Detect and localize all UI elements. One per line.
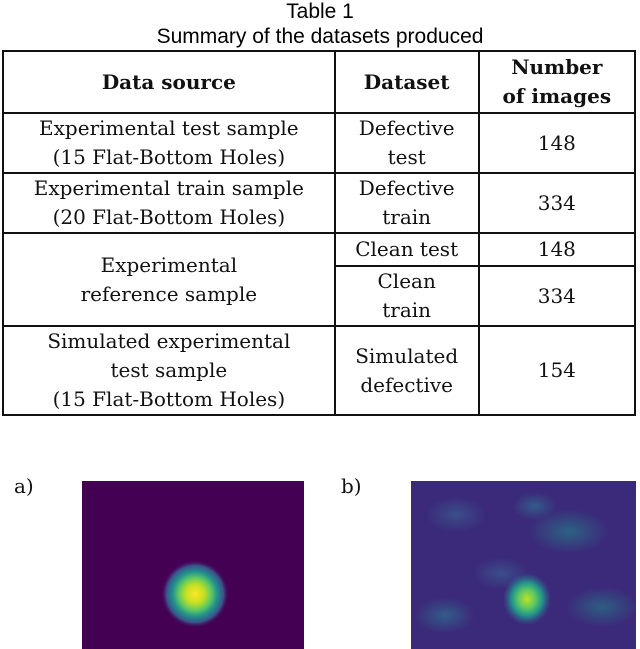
dataset-line: defective [360,372,453,397]
source-line: Experimental test sample [39,116,299,140]
dataset-line: Clean test [355,237,459,261]
datasets-table: Data source Dataset Number of images Exp… [2,50,637,416]
source-line: reference sample [80,281,258,306]
dataset-line: Simulated [355,343,459,368]
table-row: Experimental train sample (20 Flat-Botto… [2,172,637,234]
cell-count: 334 [477,172,637,234]
defect-spot [503,573,551,625]
panel-b-label: b) [341,474,362,498]
table-row: Experimental reference sample Clean test… [2,232,637,327]
dataset-line: Defective [358,116,455,140]
experimental-defect-image [411,481,636,649]
dataset-line: train [382,298,432,322]
source-line: test sample [110,358,228,382]
cell-dataset: Defective train [333,172,480,234]
cell-count: 148 [477,112,637,174]
dataset-line: train [382,205,432,229]
source-line: Experimental train sample [33,176,304,200]
experimental-defect-heatmap [503,573,551,625]
cell-source: Simulated experimental test sample (15 F… [2,325,336,416]
panel-a-label: a) [14,474,34,498]
header-count-line1: Number [511,55,603,79]
source-line: (15 Flat-Bottom Holes) [52,145,286,169]
cell-dataset: Defective test [333,112,480,174]
cell-source: Experimental test sample (15 Flat-Bottom… [2,112,336,174]
cell-dataset: Clean train [333,265,480,327]
defect-spot [161,560,229,628]
cell-dataset: Clean test [333,232,480,267]
cell-count: 154 [477,325,637,416]
table-row: Experimental test sample (15 Flat-Bottom… [2,112,637,174]
source-line: Simulated experimental [47,329,291,353]
cell-source: Experimental train sample (20 Flat-Botto… [2,172,336,234]
cell-count: 334 [477,265,637,327]
table-row: Clean train 334 [3,265,637,327]
source-line: (20 Flat-Bottom Holes) [52,205,286,229]
dataset-line: Clean [377,269,436,293]
header-dataset: Dataset [333,50,480,114]
cell-source: Experimental reference sample [2,232,336,327]
source-line: (15 Flat-Bottom Holes) [52,387,286,411]
table-title: Summary of the datasets produced [156,25,484,48]
cell-dataset: Simulated defective [333,325,480,416]
header-number-of-images: Number of images [477,50,637,114]
dataset-line: test [387,145,426,169]
table-header-row: Data source Dataset Number of images [2,50,637,114]
cell-count: 148 [477,232,637,267]
table-label: Table 1 [286,0,354,23]
simulated-defect-heatmap [161,560,229,628]
simulated-defect-image [82,481,304,649]
source-line: Experimental [100,252,238,277]
header-data-source: Data source [2,50,336,114]
header-count-line2: of images [502,84,612,108]
dataset-line: Defective [358,176,455,200]
table-row: Simulated experimental test sample (15 F… [2,325,637,416]
